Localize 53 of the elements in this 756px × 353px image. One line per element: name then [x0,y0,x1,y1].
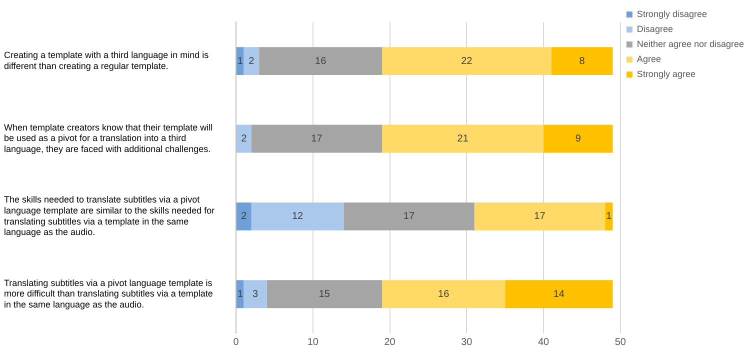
bar [259,47,382,76]
y-tick-label: The skills needed to translate subtitles via a pivot language template are similar to the skills needed for translating subtitles via a template in the same language as the audio. [4,194,215,238]
bar [236,47,244,76]
x-tick-label: 50 [614,336,626,348]
legend-label: Disagree [636,24,673,34]
bar [344,202,474,230]
data-label: 1 [606,211,612,222]
x-tick-label: 10 [307,336,319,348]
legend-label: Agree [636,54,661,64]
bar [266,280,382,308]
bar [551,47,613,76]
bar [382,124,544,153]
data-label: 9 [575,134,582,144]
bar [382,280,506,308]
data-label: 1 [237,288,244,300]
x-tick-label: 30 [461,336,473,348]
bar [236,124,252,153]
data-label: 17 [403,211,415,222]
data-label: 8 [579,56,586,67]
bar [244,47,260,76]
bar [474,202,606,230]
legend-label: Neither agree nor disagree [636,38,744,49]
data-label: 2 [248,56,255,67]
bar [251,124,382,153]
data-label: 17 [534,211,546,222]
legend-label: Strongly agree [636,68,696,79]
data-label: 2 [241,134,248,144]
bar [244,280,267,308]
bar [251,202,344,230]
data-label: 2 [241,211,248,222]
bar [544,124,613,153]
data-label: 12 [292,211,304,222]
data-label: 17 [311,134,323,144]
x-tick-label: 0 [233,336,240,348]
data-label: 16 [315,56,327,67]
data-label: 14 [553,288,565,300]
bar [236,202,252,230]
data-label: 21 [457,134,469,144]
bar [236,280,244,308]
x-tick-label: 20 [384,336,396,348]
data-label: 22 [461,56,473,67]
bar [605,202,613,230]
x-tick-label: 40 [538,336,550,348]
bar [382,47,552,76]
legend-label: Strongly disagree [636,8,707,19]
data-label: 16 [438,288,450,300]
data-label: 15 [318,288,330,300]
data-label: 1 [237,56,244,67]
data-label: 3 [252,288,258,300]
y-tick-label: Creating a template with a third language in mind is different than creating a regular template. [4,50,210,71]
y-tick-label: When template creators know that their template will be used as a pivot for a translation into a third language, they are faced with additional challenges. [4,122,213,154]
bar [505,280,613,308]
y-tick-label: Translating subtitles via a pivot language template is more difficult than translating subtitles via a template in the same language as the audio. [4,278,213,310]
